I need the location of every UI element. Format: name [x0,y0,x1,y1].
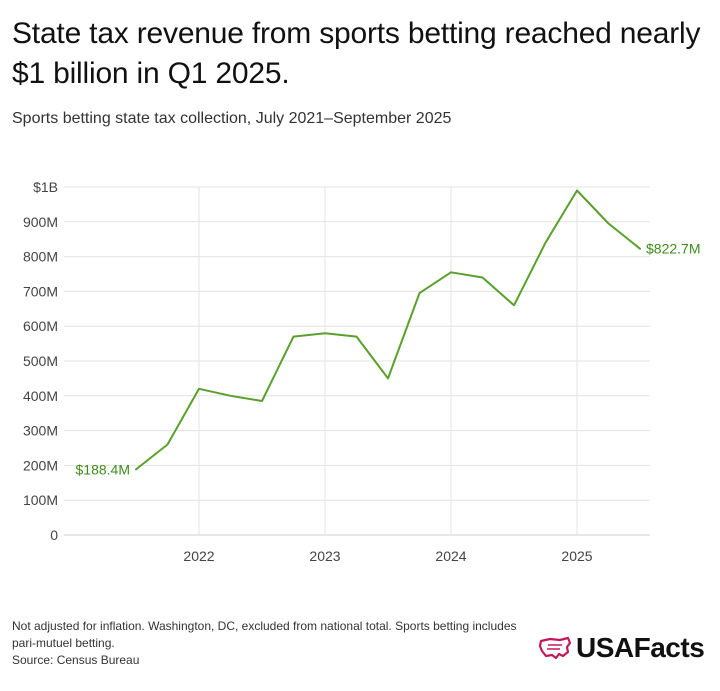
y-axis: 0 100M 200M 300M 400M 500M 600M 700M 800M 900M $1B [23,179,58,543]
footnote-text: Not adjusted for inflation. Washington, … [12,619,517,650]
grid-lines [64,186,650,536]
y-tick-label: 500M [23,353,58,369]
y-tick-label: 800M [23,249,58,265]
annotations: $188.4M $822.7M [76,241,701,478]
brand-logo[interactable]: USAFacts [538,630,705,666]
brand-text: USAFacts [576,632,705,663]
y-tick-label: 300M [23,423,58,439]
x-tick-label: 2025 [561,548,592,564]
series-line [135,189,641,471]
y-tick-label: 400M [23,388,58,404]
y-tick-label: $1B [33,179,58,195]
y-tick-label: 0 [50,527,58,543]
x-tick-label: 2022 [183,548,214,564]
x-tick-label: 2024 [435,548,466,564]
line-chart: 0 100M 200M 300M 400M 500M 600M 700M 800M 900M $1B… [23,179,701,564]
usa-map-icon [538,636,572,660]
chart-subtitle: Sports betting state tax collection, Jul… [12,110,452,127]
y-tick-label: 100M [23,492,58,508]
source-text: Source: Census Bureau [12,653,140,667]
data-label: $822.7M [646,241,700,257]
y-tick-label: 700M [23,283,58,299]
footnote: Not adjusted for inflation. Washington, … [12,618,532,669]
y-tick-label: 600M [23,318,58,334]
y-tick-label: 200M [23,457,58,473]
chart-title: State tax revenue from sports betting re… [12,17,701,90]
series [135,189,641,471]
y-tick-label: 900M [23,214,58,230]
data-label: $188.4M [76,461,130,477]
x-tick-label: 2023 [309,548,340,564]
x-axis: 2022 2023 2024 2025 [183,548,592,564]
